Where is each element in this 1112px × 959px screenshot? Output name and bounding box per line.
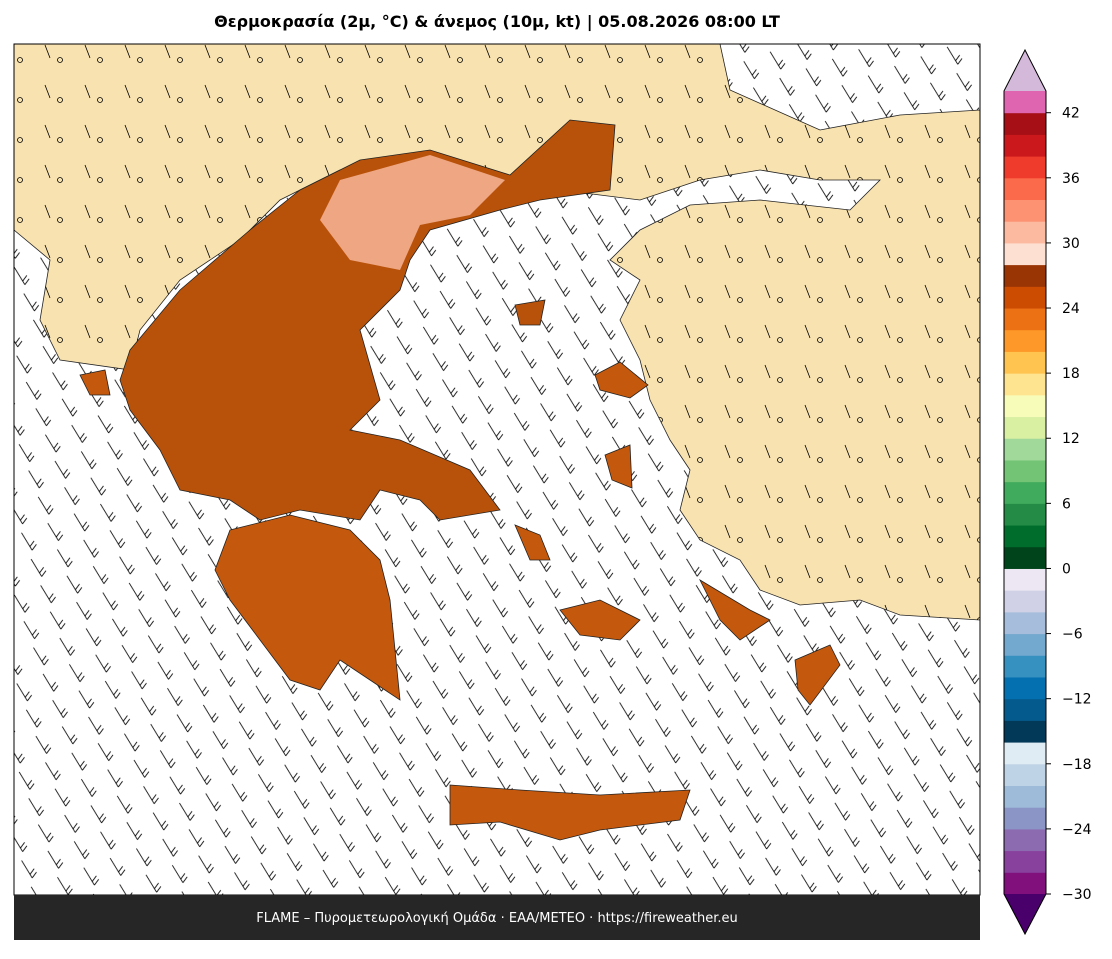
colorbar-tick-label: −18 xyxy=(1062,757,1092,773)
colorbar-segment xyxy=(1004,394,1046,418)
colorbar-segment xyxy=(1004,611,1046,635)
colorbar-segment xyxy=(1004,264,1046,287)
colorbar-segment xyxy=(1004,828,1046,852)
colorbar-segment xyxy=(1004,698,1046,721)
colorbar-segment xyxy=(1004,134,1046,157)
colorbar-segment xyxy=(1004,633,1046,656)
colorbar-under xyxy=(1004,894,1046,934)
rhodes xyxy=(794,644,841,706)
colorbar-segment xyxy=(1004,720,1046,743)
colorbar-tick-label: 18 xyxy=(1062,366,1080,382)
corfu xyxy=(79,369,111,396)
colorbar-segment xyxy=(1004,416,1046,439)
chios xyxy=(604,444,633,489)
colorbar-segment xyxy=(1004,568,1046,591)
colorbar-segment xyxy=(1004,503,1046,526)
colorbar-tick-label: −12 xyxy=(1062,692,1092,708)
colorbar-segment xyxy=(1004,199,1046,222)
colorbar: −30 −24 −18 −12 −6 0 6 12 18 24 30 36 42 xyxy=(1003,48,1092,936)
colorbar-tick-label: 6 xyxy=(1062,496,1071,512)
colorbar-segment xyxy=(1004,807,1046,830)
dodecanese xyxy=(699,578,771,641)
colorbar-tick-label: 36 xyxy=(1062,171,1080,187)
colorbar-segment xyxy=(1004,438,1046,461)
colorbar-segment xyxy=(1004,742,1046,765)
colorbar-tick-label: 42 xyxy=(1062,106,1080,122)
colorbar-segment xyxy=(1004,546,1046,569)
colorbar-segment xyxy=(1004,286,1046,309)
andros xyxy=(514,524,551,561)
colorbar-segment xyxy=(1004,763,1046,786)
colorbar-segment xyxy=(1004,221,1046,244)
colorbar-tick-label: 24 xyxy=(1062,301,1080,317)
land-wind xyxy=(14,44,980,620)
crete xyxy=(449,784,691,841)
colorbar-tick-label: 30 xyxy=(1062,236,1080,252)
colorbar-tick-label: 12 xyxy=(1062,431,1080,447)
colorbar-tick-label: 0 xyxy=(1062,561,1071,577)
colorbar-segment xyxy=(1004,351,1046,374)
title: Θερμοκρασία (2μ, °C) & άνεμος (10μ, kt) … xyxy=(214,12,780,32)
colorbar-segment xyxy=(1004,481,1046,504)
colorbar-segment xyxy=(1004,850,1046,873)
colorbar-over xyxy=(1004,50,1046,91)
lesvos xyxy=(594,361,649,399)
map xyxy=(14,44,980,895)
lemnos xyxy=(514,299,546,326)
colorbar-segment xyxy=(1004,459,1046,483)
colorbar-segment xyxy=(1004,785,1046,808)
peloponnese xyxy=(214,514,401,701)
colorbar-segment xyxy=(1004,308,1046,331)
footer-bar xyxy=(14,895,980,940)
colorbar-segment xyxy=(1004,329,1046,352)
colorbar-segment xyxy=(1004,872,1046,895)
colorbar-tick-label: −30 xyxy=(1062,887,1092,903)
colorbar-tick-label: −24 xyxy=(1062,822,1092,838)
footer-text: FLAME – Πυρομετεωρολογική Ομάδα · ΕΑΑ/ME… xyxy=(256,911,738,926)
colorbar-segment xyxy=(1004,590,1046,613)
colorbar-segment xyxy=(1004,156,1046,179)
cyclades xyxy=(559,599,641,641)
colorbar-segment xyxy=(1004,112,1046,135)
colorbar-segment xyxy=(1004,91,1046,114)
colorbar-segment xyxy=(1004,525,1046,548)
colorbar-segment xyxy=(1004,655,1046,678)
colorbar-tick-label: −6 xyxy=(1062,627,1083,643)
colorbar-segment xyxy=(1004,177,1046,201)
colorbar-segment xyxy=(1004,676,1046,700)
colorbar-segment xyxy=(1004,242,1046,266)
warm-patch xyxy=(320,155,505,270)
colorbar-segment xyxy=(1004,373,1046,396)
greece-mainland xyxy=(119,119,616,521)
